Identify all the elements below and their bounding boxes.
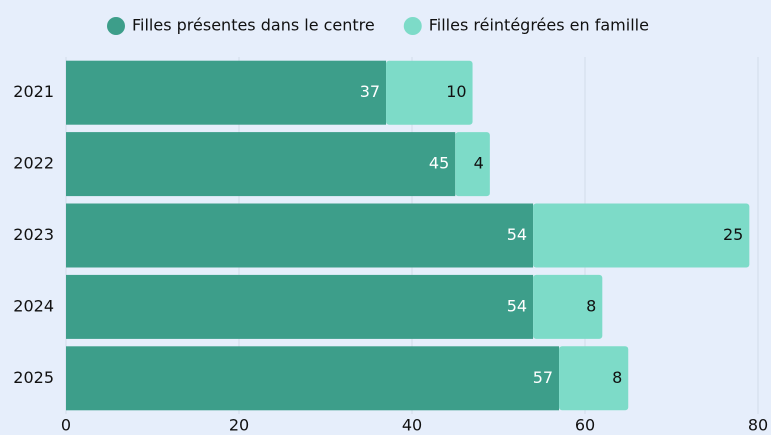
bar-value-label: 8 [612, 368, 622, 387]
y-tick-label: 2021 [13, 82, 54, 101]
bar-value-label: 25 [723, 225, 743, 244]
y-tick-label: 2024 [13, 296, 54, 315]
x-tick-label: 60 [575, 416, 595, 435]
bar-value-label: 54 [507, 296, 527, 315]
bar-value-label: 10 [446, 82, 466, 101]
bar [559, 346, 629, 411]
x-tick-label: 80 [748, 416, 768, 435]
legend-label: Filles présentes dans le centre [132, 16, 375, 35]
bar [66, 274, 534, 339]
bar-value-label: 57 [533, 368, 553, 387]
bar [66, 203, 534, 268]
bar-value-label: 45 [429, 154, 449, 173]
bar-value-label: 4 [474, 154, 484, 173]
bar [386, 60, 473, 125]
legend-marker [403, 17, 422, 35]
x-tick-label: 40 [402, 416, 422, 435]
bar [66, 346, 560, 411]
bar [533, 203, 750, 268]
bar [66, 132, 456, 197]
bar [455, 132, 490, 197]
y-tick-label: 2022 [13, 154, 54, 173]
legend-label: Filles réintégrées en famille [429, 16, 649, 35]
y-tick-label: 2025 [13, 368, 54, 387]
bar-value-label: 54 [507, 225, 527, 244]
bar [66, 60, 387, 125]
bar [533, 274, 603, 339]
bar-value-label: 37 [360, 82, 380, 101]
bar-value-label: 8 [586, 296, 596, 315]
legend-marker [107, 17, 125, 35]
x-tick-label: 0 [61, 416, 71, 435]
y-tick-label: 2023 [13, 225, 54, 244]
x-tick-label: 20 [229, 416, 249, 435]
